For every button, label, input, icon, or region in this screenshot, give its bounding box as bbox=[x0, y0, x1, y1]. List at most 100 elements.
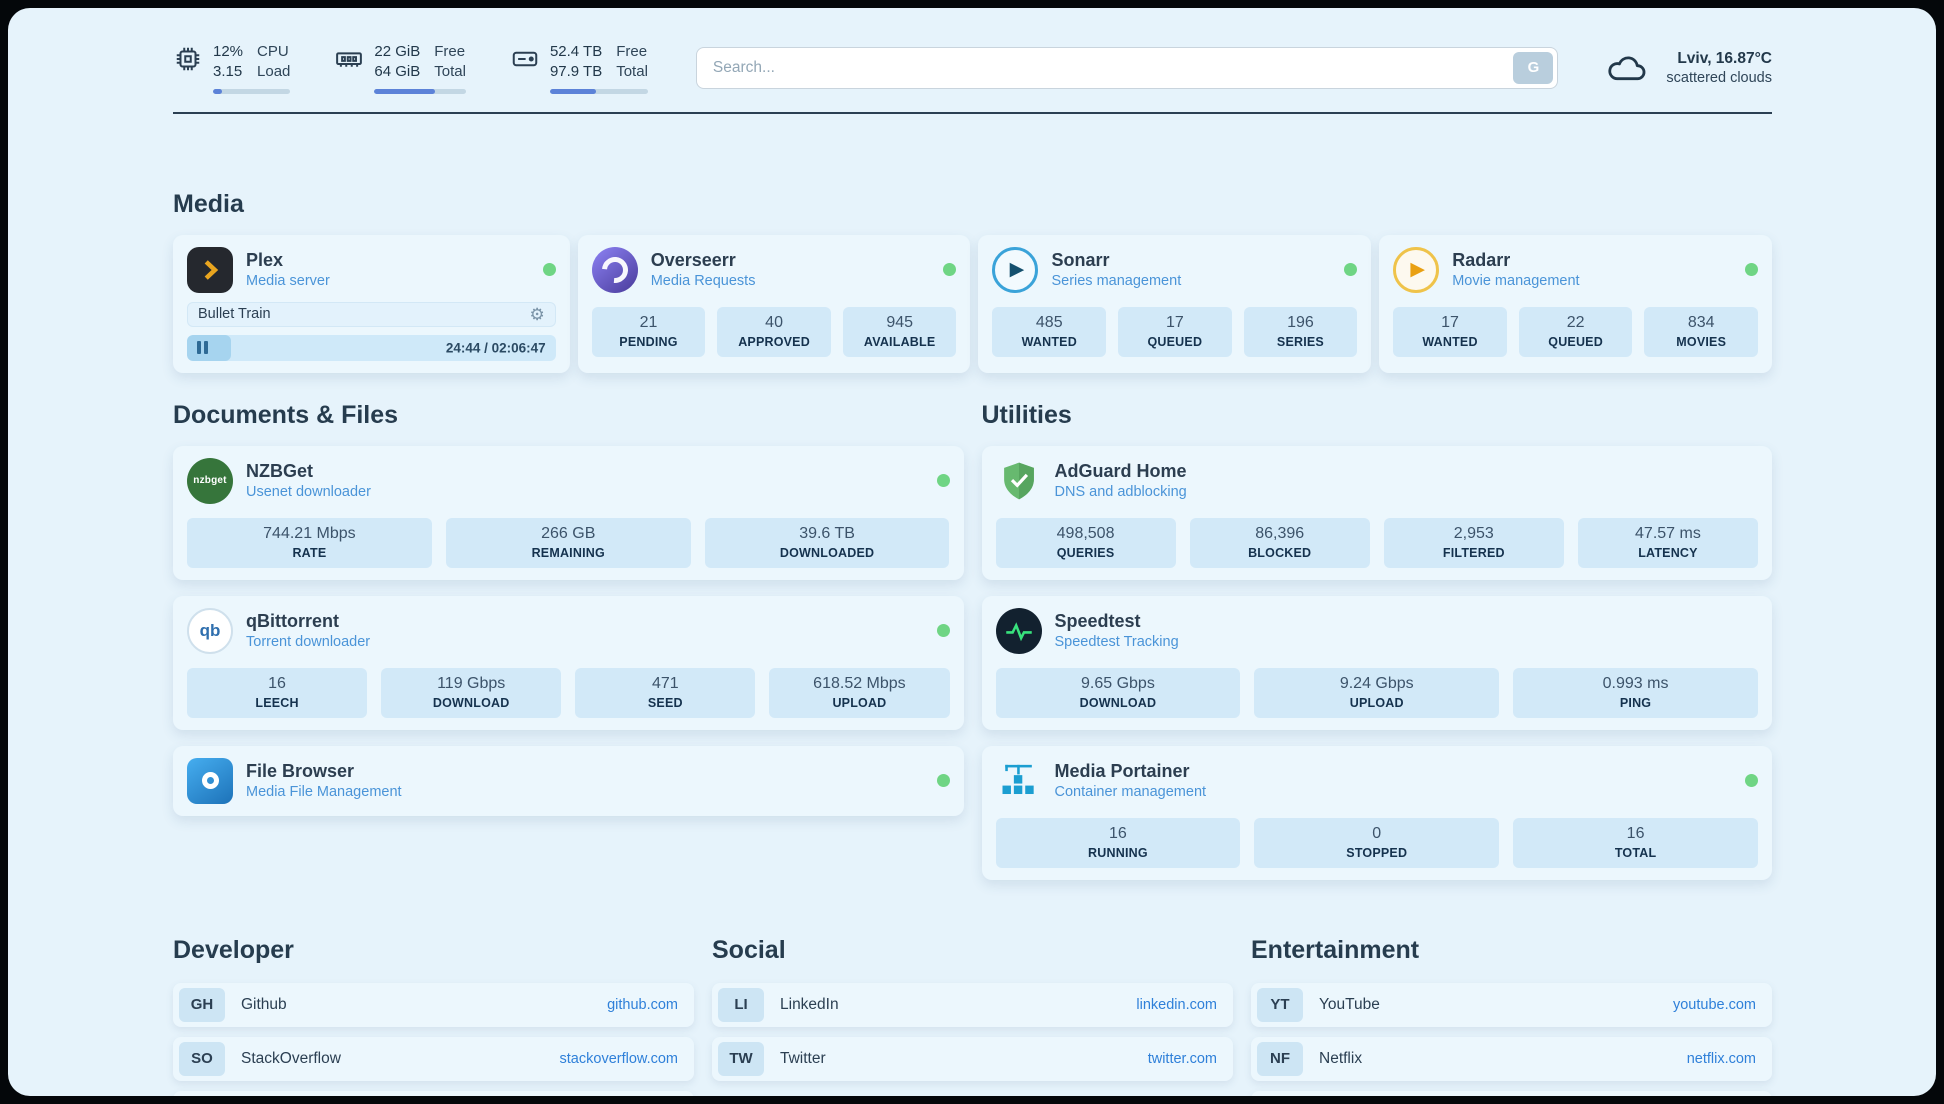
social-section: Social LI LinkedIn linkedin.com TW Twitt… bbox=[712, 936, 1233, 1097]
app-name: Radarr bbox=[1452, 249, 1511, 270]
plex-icon bbox=[187, 246, 233, 293]
sonarr-icon: ▶ bbox=[992, 246, 1039, 293]
app-subtitle: Media server bbox=[246, 273, 330, 290]
pause-icon[interactable] bbox=[197, 341, 208, 354]
overseerr-icon bbox=[591, 246, 638, 293]
section-title-utilities: Utilities bbox=[981, 400, 1072, 429]
app-card-adguard[interactable]: AdGuard Home DNS and adblocking 498,508 … bbox=[981, 445, 1772, 580]
bookmark-link: netflix.com bbox=[1686, 1050, 1756, 1067]
reddit-icon: RE bbox=[1257, 1095, 1303, 1096]
cpu-load-value: 3.15 bbox=[213, 63, 243, 81]
bookmark-netflix[interactable]: NF Netflix netflix.com bbox=[1251, 1036, 1772, 1081]
gear-icon[interactable]: ⚙ bbox=[529, 304, 545, 324]
app-name: Speedtest bbox=[1054, 610, 1141, 631]
cpu-percent: 12% bbox=[213, 43, 244, 60]
nzbget-icon: nzbget bbox=[187, 457, 233, 504]
search: G bbox=[695, 46, 1559, 89]
bookmark-dev[interactable]: DT DEV dev.to bbox=[173, 1090, 694, 1096]
ram-free-value: 22 GiB bbox=[374, 43, 421, 60]
developer-section: Developer GH Github github.com SO StackO… bbox=[173, 935, 694, 1096]
github-icon: GH bbox=[179, 987, 225, 1022]
radarr-icon: ▶ bbox=[1393, 246, 1440, 293]
ram-stat: 22 GiB 64 GiB Free Total bbox=[334, 42, 466, 94]
cpu-label: CPU bbox=[257, 43, 289, 60]
portainer-icon bbox=[996, 758, 1042, 804]
app-card-filebrowser[interactable]: File Browser Media File Management bbox=[173, 745, 964, 816]
stat-box: 22 QUEUED bbox=[1518, 306, 1633, 357]
app-card-sonarr[interactable]: ▶ Sonarr Series management 485 WANTED 17… bbox=[978, 234, 1372, 373]
app-name: NZBGet bbox=[246, 460, 313, 481]
disk-total-label: Total bbox=[616, 63, 648, 81]
disk-progress-bar bbox=[549, 88, 648, 94]
top-bar: 12% 3.15 CPU Load bbox=[173, 42, 1772, 94]
app-subtitle: Container management bbox=[1054, 784, 1207, 801]
app-card-portainer[interactable]: Media Portainer Container management 16 … bbox=[981, 745, 1772, 880]
bookmark-link: linkedin.com bbox=[1136, 996, 1217, 1013]
app-subtitle: Speedtest Tracking bbox=[1054, 634, 1179, 651]
stat-box: 834 MOVIES bbox=[1644, 306, 1758, 357]
search-engine-button[interactable]: G bbox=[1513, 51, 1554, 84]
section-title-entertainment: Entertainment bbox=[1251, 935, 1420, 964]
netflix-icon: NF bbox=[1257, 1041, 1303, 1076]
app-subtitle: Movie management bbox=[1452, 273, 1580, 290]
adguard-icon bbox=[996, 458, 1042, 504]
search-input[interactable] bbox=[695, 46, 1559, 89]
app-card-qbittorrent[interactable]: qb qBittorrent Torrent downloader 16 bbox=[173, 595, 964, 730]
status-dot bbox=[1745, 774, 1758, 787]
documents-section: Documents & Files nzbget NZBGet Usenet d… bbox=[173, 401, 964, 816]
cpu-icon bbox=[173, 44, 203, 74]
stat-box: 86,396 BLOCKED bbox=[1189, 517, 1370, 568]
qbittorrent-icon: qb bbox=[187, 607, 233, 654]
app-card-radarr[interactable]: ▶ Radarr Movie management 17 WANTED 22 Q… bbox=[1379, 234, 1772, 373]
bookmark-link: youtube.com bbox=[1672, 996, 1756, 1013]
weather-widget: Lviv, 16.87°C scattered clouds bbox=[1606, 50, 1772, 86]
weather-condition: scattered clouds bbox=[1666, 69, 1772, 86]
app-card-nzbget[interactable]: nzbget NZBGet Usenet downloader 744.21 M… bbox=[173, 445, 964, 580]
linkedin-icon: LI bbox=[718, 987, 764, 1022]
stat-box: 17 QUEUED bbox=[1118, 306, 1232, 357]
app-name: Media Portainer bbox=[1054, 760, 1190, 781]
dev-icon: DT bbox=[179, 1095, 225, 1096]
bookmark-youtube[interactable]: YT YouTube youtube.com bbox=[1251, 982, 1772, 1027]
section-title-media: Media bbox=[173, 189, 244, 218]
section-title-developer: Developer bbox=[173, 935, 294, 964]
stat-box: 498,508 QUERIES bbox=[995, 517, 1176, 568]
ram-progress-bar bbox=[374, 88, 466, 94]
disk-icon bbox=[510, 44, 540, 74]
app-card-plex[interactable]: Plex Media server Bullet Train ⚙ 24:44 /… bbox=[173, 234, 570, 373]
bookmark-stackoverflow[interactable]: SO StackOverflow stackoverflow.com bbox=[173, 1036, 694, 1081]
app-subtitle: Media Requests bbox=[650, 273, 756, 290]
stat-box: 266 GB REMAINING bbox=[445, 517, 691, 568]
stat-box: 0.993 ms PING bbox=[1513, 667, 1758, 718]
app-subtitle: Series management bbox=[1051, 273, 1182, 290]
status-dot bbox=[936, 774, 950, 787]
bookmark-github[interactable]: GH Github github.com bbox=[173, 982, 694, 1027]
app-name: qBittorrent bbox=[246, 610, 339, 631]
filebrowser-icon bbox=[187, 757, 233, 804]
stat-box: 16 LEECH bbox=[187, 667, 368, 718]
speedtest-icon bbox=[995, 607, 1042, 654]
bookmark-reddit[interactable]: RE Reddit reddit.com bbox=[1251, 1090, 1772, 1096]
app-subtitle: Media File Management bbox=[246, 784, 402, 801]
app-subtitle: DNS and adblocking bbox=[1054, 484, 1187, 501]
status-dot bbox=[943, 263, 957, 276]
stat-box: 9.24 Gbps UPLOAD bbox=[1254, 667, 1500, 718]
stat-box: 2,953 FILTERED bbox=[1383, 517, 1564, 568]
bookmark-twitter[interactable]: TW Twitter twitter.com bbox=[712, 1036, 1233, 1081]
cpu-stat: 12% 3.15 CPU Load bbox=[173, 42, 291, 94]
playback-progress-bar[interactable]: 24:44 / 02:06:47 bbox=[187, 334, 556, 361]
ram-total-label: Total bbox=[434, 63, 466, 81]
ram-total-value: 64 GiB bbox=[374, 63, 421, 81]
bookmark-linkedin[interactable]: LI LinkedIn linkedin.com bbox=[712, 982, 1233, 1027]
weather-location: Lviv, 16.87°C bbox=[1677, 49, 1772, 67]
app-name: Plex bbox=[246, 249, 284, 270]
bookmark-link: github.com bbox=[607, 996, 678, 1013]
bookmark-link: twitter.com bbox=[1147, 1050, 1217, 1067]
stat-box: 471 SEED bbox=[575, 667, 756, 718]
app-card-overseerr[interactable]: Overseerr Media Requests 21 PENDING 40 A… bbox=[577, 234, 971, 373]
stackoverflow-icon: SO bbox=[179, 1041, 225, 1076]
app-card-speedtest[interactable]: Speedtest Speedtest Tracking 9.65 Gbps D… bbox=[981, 595, 1772, 730]
stat-box: 485 WANTED bbox=[992, 306, 1107, 357]
stat-box: 17 WANTED bbox=[1393, 306, 1507, 357]
stat-box: 47.57 ms LATENCY bbox=[1577, 517, 1758, 568]
